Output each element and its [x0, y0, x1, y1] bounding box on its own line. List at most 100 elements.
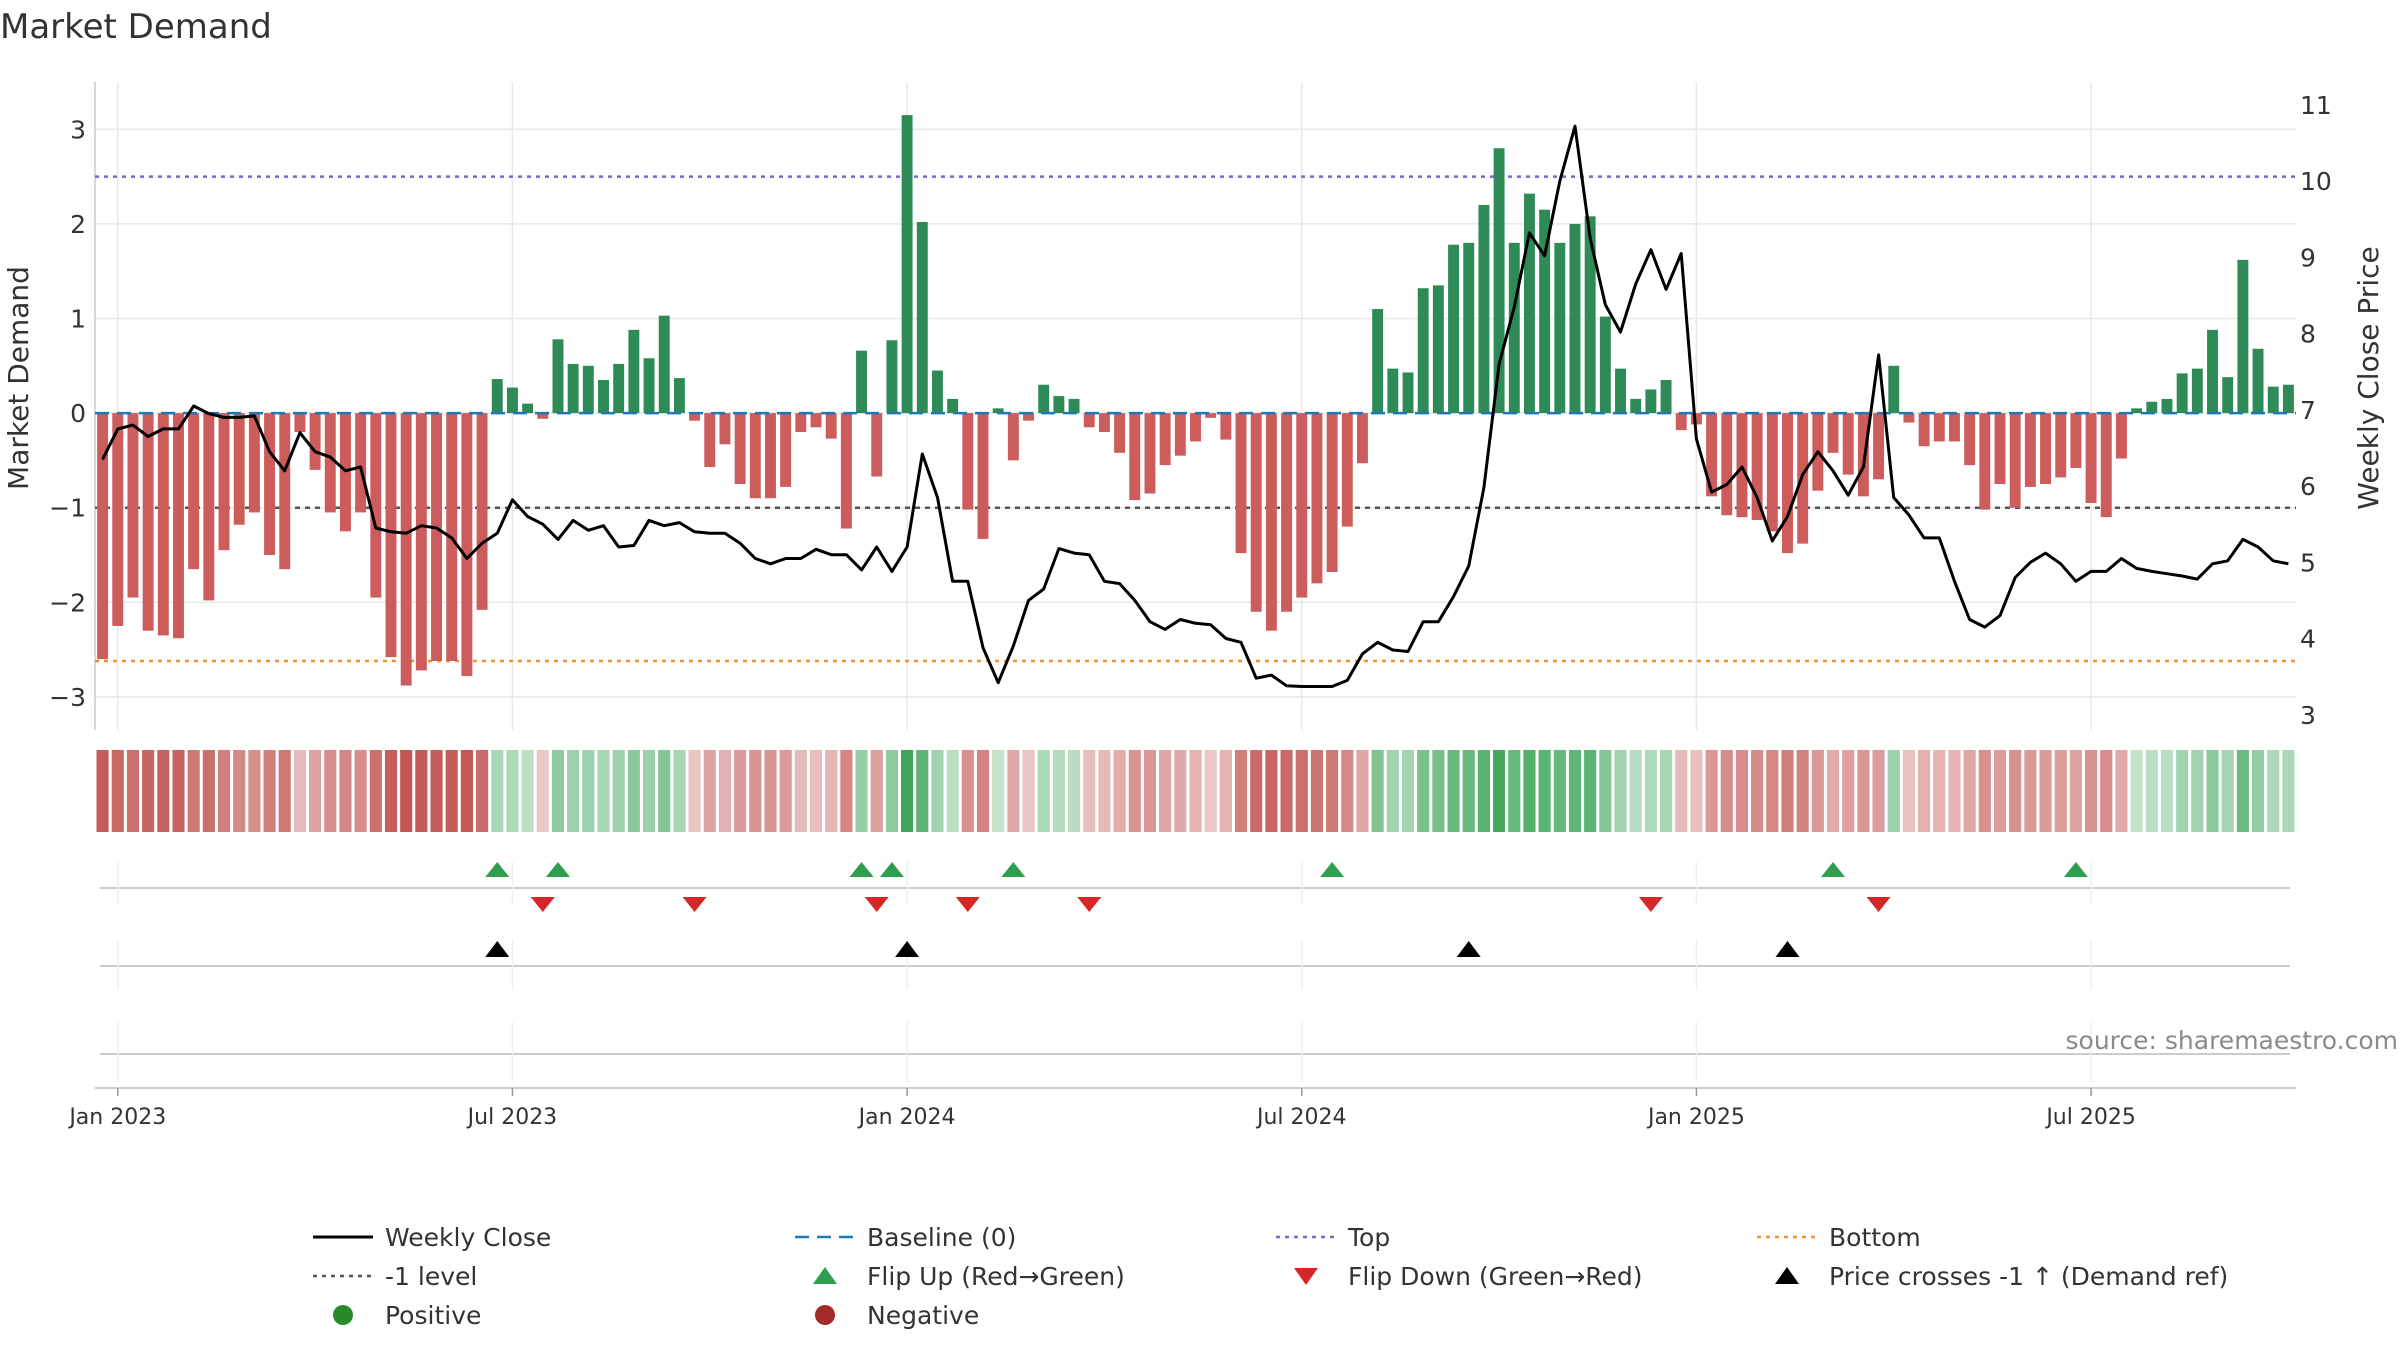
strip-cell [2039, 750, 2052, 832]
demand-bar [1690, 413, 1702, 425]
flip-down-marker [1638, 897, 1663, 912]
right-axis-label: Weekly Close Price [2352, 246, 2385, 509]
demand-bar [1190, 413, 1201, 442]
demand-bar [2009, 413, 2021, 508]
demand-bar [1235, 413, 1247, 554]
legend-swatch-triangle-down [1294, 1268, 1318, 1285]
strip-cell [1766, 750, 1779, 832]
reference-lines [95, 175, 2296, 663]
legend-label: Baseline (0) [867, 1223, 1016, 1252]
strip-cell [2191, 750, 2204, 832]
demand-bar [2237, 259, 2249, 414]
demand-bar [2146, 401, 2158, 414]
left-axis-label: Market Demand [2, 266, 35, 490]
strip-cell [1963, 750, 1976, 832]
demand-bar [1038, 384, 1050, 414]
demand-bar [2055, 413, 2067, 478]
strip-cell [567, 750, 580, 832]
flip-up-marker [485, 862, 510, 877]
strip-cell [1250, 750, 1263, 832]
right-y-tick-label: 8 [2300, 320, 2316, 349]
price-cross-marker [485, 941, 510, 957]
strip-cell [2130, 750, 2143, 832]
strip-cell [1842, 750, 1855, 832]
strip-cell [521, 750, 534, 832]
demand-bar [127, 413, 139, 598]
demand-bar [1265, 413, 1277, 631]
legend-item: Baseline (0) [795, 1223, 1016, 1252]
demand-bar [825, 413, 837, 439]
demand-bar [567, 363, 579, 414]
strip-cell [2085, 750, 2098, 832]
demand-bar [673, 378, 685, 414]
strip-cell [658, 750, 671, 832]
demand-bar [1220, 413, 1232, 440]
demand-bar [1053, 396, 1065, 414]
x-tick-label: Jan 2025 [1646, 1105, 1745, 1130]
right-y-ticks: 11 10 9 8 7 6 5 4 3 [2300, 91, 2332, 730]
demand-bar [2176, 373, 2188, 414]
demand-bar [1098, 413, 1110, 433]
empty-panel [100, 1022, 2290, 1082]
strip-cell [1553, 750, 1566, 832]
strip-cell [248, 750, 261, 832]
demand-bar [1463, 242, 1475, 414]
demand-bar [1569, 223, 1581, 414]
strip-cell [2145, 750, 2158, 832]
demand-bar [1615, 368, 1626, 414]
demand-bar [886, 340, 898, 414]
strip-cell [1128, 750, 1141, 832]
strip-cell [1356, 750, 1369, 832]
strip-cell [1219, 750, 1232, 832]
strip-cell [1508, 750, 1521, 832]
demand-bar [2191, 368, 2203, 414]
strip-cell [491, 750, 504, 832]
legend-swatch-triangle-up [813, 1267, 837, 1284]
strip-cell [142, 750, 155, 832]
legend-item: Negative [815, 1301, 979, 1330]
strip-cell [1933, 750, 1946, 832]
demand-bar [1539, 209, 1551, 414]
demand-bar [1357, 413, 1368, 464]
legend-swatch-triangle-up [1775, 1267, 1799, 1284]
demand-bar [871, 413, 883, 477]
strip-cell [2054, 750, 2067, 832]
demand-bar [2040, 413, 2052, 485]
demand-bar [506, 387, 518, 414]
strip-cell [1948, 750, 1961, 832]
strip-cell [1052, 750, 1065, 832]
flip-up-marker [879, 862, 904, 877]
strip-cell [1280, 750, 1293, 832]
demand-bar [2267, 386, 2279, 414]
demand-bar [1083, 413, 1095, 428]
left-y-tick-label: 1 [70, 304, 86, 333]
demand-bar [552, 339, 564, 414]
strip-cell [1341, 750, 1354, 832]
strip-cell [1401, 750, 1415, 832]
price-cross-marker [895, 941, 920, 957]
strip-cell [673, 750, 686, 832]
demand-bar [1341, 413, 1353, 527]
strip-cell [1174, 750, 1187, 832]
right-y-tick-label: 9 [2300, 243, 2316, 272]
flip-up-marker [849, 862, 874, 877]
strip-cell [1872, 750, 1885, 832]
x-tick-label: Jul 2023 [466, 1105, 558, 1130]
demand-bar [856, 350, 868, 414]
weekly-close-line [101, 124, 2289, 688]
strip-cell [354, 750, 367, 832]
strip-cell [1477, 750, 1490, 832]
strip-cell [931, 750, 944, 832]
x-tick-label: Jul 2025 [2044, 1105, 2136, 1130]
strip-cell [688, 750, 701, 832]
strip-cell [263, 750, 276, 832]
strip-cell [1796, 750, 1809, 832]
strip-cell [1690, 750, 1703, 832]
strip-cell [202, 750, 215, 832]
strip-cell [536, 750, 549, 832]
strip-cell [703, 750, 716, 832]
demand-bar [1326, 413, 1338, 573]
strip-cell [946, 750, 959, 832]
demand-bar [1372, 309, 1384, 414]
demand-bar [795, 413, 807, 433]
